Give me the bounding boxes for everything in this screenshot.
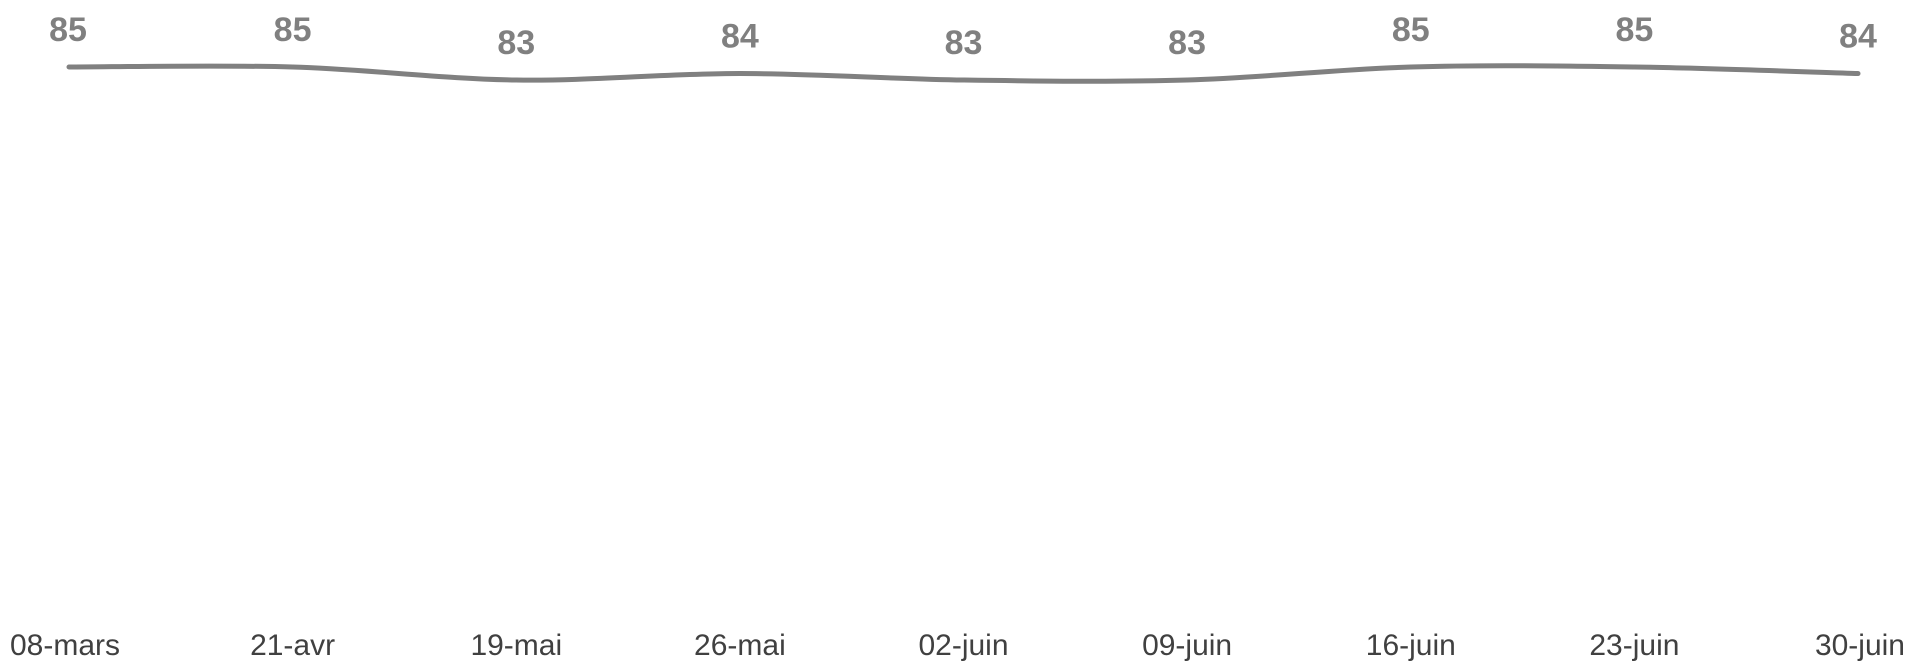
data-label: 84 [721,18,759,56]
x-tick-label: 19-mai [470,629,562,662]
data-label: 84 [1839,18,1877,56]
data-label: 83 [945,24,983,62]
x-tick-label: 16-juin [1366,629,1456,662]
data-label: 83 [497,24,535,62]
x-tick-label: 30-juin [1815,629,1905,662]
series-line [66,63,1861,84]
data-label: 85 [49,11,87,49]
x-tick-label: 02-juin [918,629,1008,662]
x-tick-label: 21-avr [250,629,335,662]
data-label: 83 [1168,24,1206,62]
data-label: 85 [274,11,312,49]
data-labels: 85 85 83 84 83 83 85 85 84 [49,11,1877,62]
x-tick-label: 23-juin [1589,629,1679,662]
x-tick-label: 26-mai [694,629,786,662]
x-tick-label: 08-mars [10,629,120,662]
x-tick-label: 09-juin [1142,629,1232,662]
x-axis-tick-labels: 08-mars 21-avr 19-mai 26-mai 02-juin 09-juin 1… [10,629,1905,662]
data-label: 85 [1392,11,1430,49]
data-label: 85 [1615,11,1653,49]
